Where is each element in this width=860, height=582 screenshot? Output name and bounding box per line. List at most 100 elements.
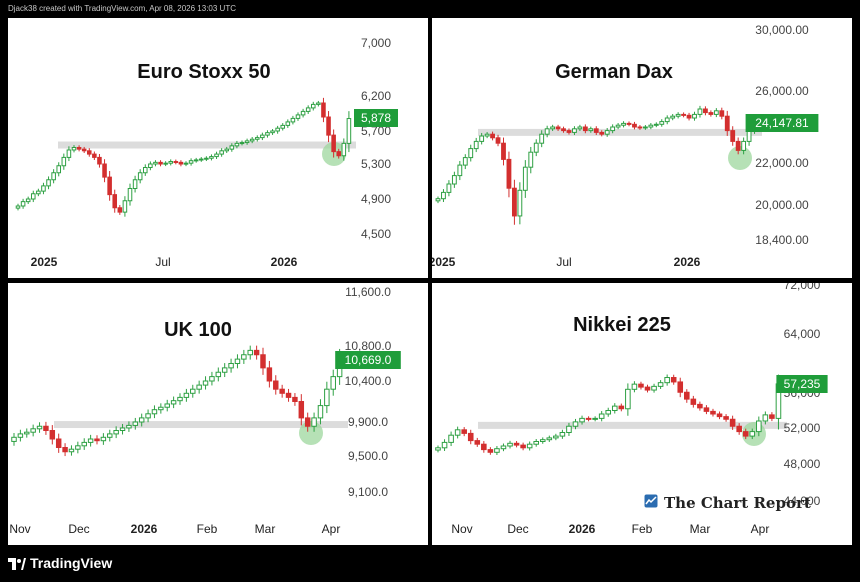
candle xyxy=(618,403,625,412)
candle-up-body xyxy=(254,137,260,140)
candle-up-body xyxy=(127,188,133,202)
candle-down-body xyxy=(298,401,305,419)
support-band xyxy=(58,141,356,149)
candle-up-body xyxy=(132,421,139,426)
candle-up-body xyxy=(441,191,446,200)
candle-up-body xyxy=(577,126,583,130)
candle-down-body xyxy=(686,114,692,119)
y-tick-label: 9,500.0 xyxy=(348,449,388,463)
candle xyxy=(43,421,49,435)
candle xyxy=(599,130,605,137)
candle xyxy=(209,371,215,386)
candle-up-body xyxy=(204,157,209,160)
candle xyxy=(716,411,723,420)
y-tick-label: 26,000.00 xyxy=(755,84,809,98)
candle-up-body xyxy=(539,439,546,442)
candle xyxy=(163,161,168,167)
candle xyxy=(454,426,461,439)
candle xyxy=(631,381,638,393)
candle-down-body xyxy=(697,403,703,409)
chart-svg-dax: German Dax 30,000.00 26,000.00 22,000.00 20,… xyxy=(432,23,819,269)
candle-up-body xyxy=(441,441,448,449)
candle-up-body xyxy=(224,148,230,152)
candle-down-body xyxy=(637,126,643,129)
candle xyxy=(151,405,158,419)
candle xyxy=(697,401,703,411)
candle-up-body xyxy=(198,158,204,161)
candle xyxy=(119,423,126,435)
candle xyxy=(481,441,487,453)
candle xyxy=(183,161,189,167)
candle-down-body xyxy=(266,367,273,382)
candle-down-body xyxy=(273,380,279,390)
candle-up-body xyxy=(30,193,36,200)
candle xyxy=(326,111,331,143)
candle xyxy=(528,146,534,174)
candle-down-body xyxy=(723,416,729,420)
candle xyxy=(68,445,75,456)
candle xyxy=(76,145,82,152)
candle-down-body xyxy=(690,398,697,405)
candle-up-body xyxy=(316,102,321,105)
candle xyxy=(507,440,513,449)
candle xyxy=(729,415,736,430)
candle-down-body xyxy=(495,137,501,144)
candle-down-body xyxy=(730,130,736,142)
candle-up-body xyxy=(592,417,598,420)
candle-up-body xyxy=(126,424,132,429)
y-tick-label: 72,000 xyxy=(784,283,821,292)
candle xyxy=(127,183,133,206)
candle xyxy=(107,429,113,442)
candle xyxy=(346,111,352,153)
candle-up-body xyxy=(81,441,87,447)
candle xyxy=(598,411,605,422)
candle-up-body xyxy=(234,142,240,147)
candle-up-body xyxy=(188,160,194,164)
candle-up-body xyxy=(435,447,441,451)
candle xyxy=(254,135,260,142)
candle-up-body xyxy=(170,400,177,405)
candle xyxy=(484,132,490,139)
y-tick-label: 10,800.0 xyxy=(345,339,392,353)
candle-up-body xyxy=(692,113,697,119)
candle-up-body xyxy=(247,349,253,356)
candle xyxy=(487,447,494,455)
candle xyxy=(132,417,139,430)
tradingview-logo[interactable]: TradingView xyxy=(8,555,112,571)
candle-up-body xyxy=(651,385,657,391)
candle-down-body xyxy=(43,425,49,431)
candle-down-body xyxy=(62,447,68,453)
candle-up-body xyxy=(229,145,235,150)
candle-up-body xyxy=(107,433,113,438)
candle xyxy=(311,412,317,432)
candle-up-body xyxy=(310,103,316,109)
candle-up-body xyxy=(183,162,189,165)
candle xyxy=(533,139,539,157)
candle xyxy=(249,136,255,144)
candle-up-body xyxy=(11,436,17,442)
candle-up-body xyxy=(300,110,306,116)
candle-up-body xyxy=(215,371,222,378)
candle-down-body xyxy=(719,110,725,117)
candle-up-body xyxy=(507,442,513,447)
highlight-circle xyxy=(728,146,752,170)
candle-down-body xyxy=(677,381,684,393)
candle xyxy=(305,105,311,114)
chart-svg-uk: UK 100 11,600.0 10,800.0 10,400.0 9,900.0 9,5… xyxy=(9,285,401,536)
candle xyxy=(265,130,270,138)
candle-up-body xyxy=(653,123,659,126)
y-tick-label: 44,000 xyxy=(784,494,821,508)
footer-bar: TradingView xyxy=(0,546,860,582)
candle-up-body xyxy=(260,134,265,139)
candle-up-body xyxy=(746,130,752,142)
candle-up-body xyxy=(494,448,500,453)
candle xyxy=(229,143,235,152)
candle xyxy=(193,157,199,163)
candle xyxy=(561,126,566,133)
candle-up-body xyxy=(533,441,539,445)
candle xyxy=(741,137,747,155)
candle xyxy=(170,396,177,409)
chart-title: Euro Stoxx 50 xyxy=(137,61,270,83)
candle xyxy=(435,445,441,453)
candle xyxy=(546,435,553,442)
